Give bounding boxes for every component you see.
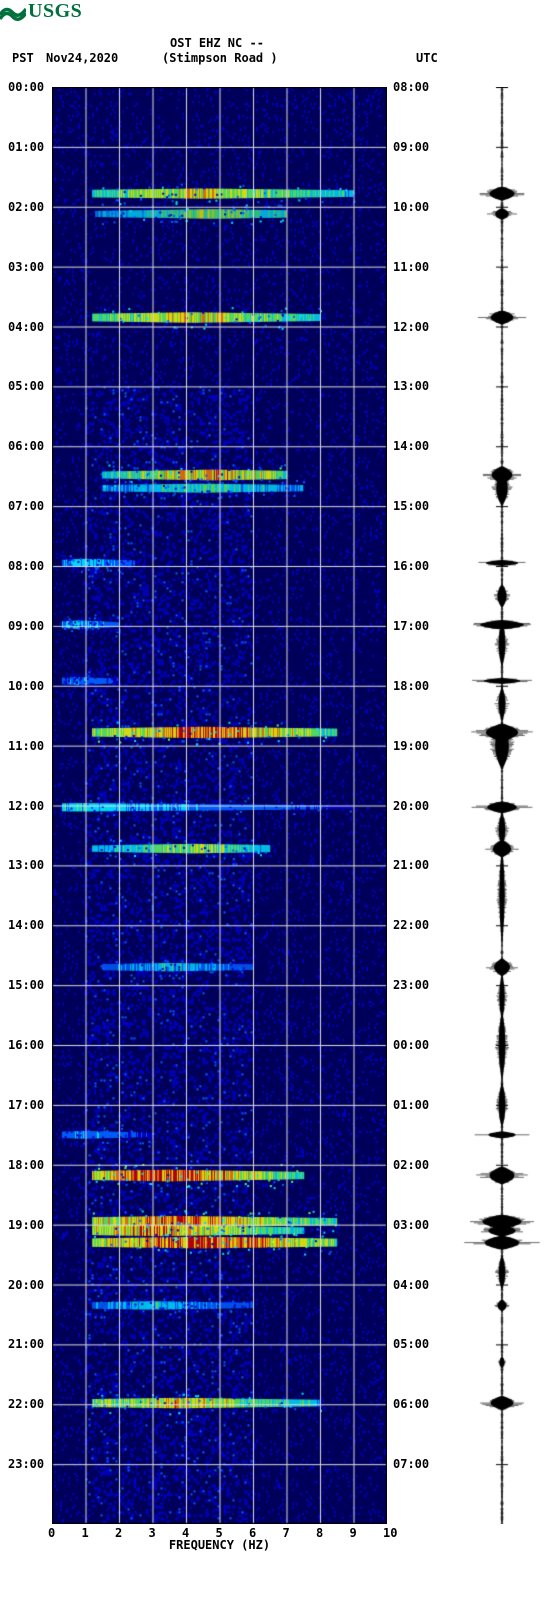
pst-tick: 09:00 (8, 619, 44, 633)
seismic-trace-plot (454, 87, 550, 1524)
pst-tick: 06:00 (8, 439, 44, 453)
pst-tick: 16:00 (8, 1038, 44, 1052)
pst-tick: 02:00 (8, 200, 44, 214)
pst-tick: 14:00 (8, 918, 44, 932)
utc-tick: 13:00 (393, 379, 429, 393)
utc-tick: 21:00 (393, 858, 429, 872)
utc-tick: 14:00 (393, 439, 429, 453)
utc-tick: 05:00 (393, 1337, 429, 1351)
utc-tick: 12:00 (393, 320, 429, 334)
utc-tick: 23:00 (393, 978, 429, 992)
pst-tick: 11:00 (8, 739, 44, 753)
utc-tick: 02:00 (393, 1158, 429, 1172)
pst-tick: 19:00 (8, 1218, 44, 1232)
pst-tick: 20:00 (8, 1278, 44, 1292)
right-timezone: UTC (416, 51, 438, 65)
spectrogram-plot (52, 87, 387, 1524)
left-timezone: PST (12, 51, 34, 65)
trace-canvas (454, 87, 550, 1524)
pst-tick: 17:00 (8, 1098, 44, 1112)
wave-icon (0, 3, 26, 21)
utc-tick: 01:00 (393, 1098, 429, 1112)
utc-tick: 17:00 (393, 619, 429, 633)
utc-tick: 04:00 (393, 1278, 429, 1292)
pst-tick: 18:00 (8, 1158, 44, 1172)
pst-tick: 21:00 (8, 1337, 44, 1351)
pst-tick: 00:00 (8, 80, 44, 94)
page-root: USGS OST EHZ NC -- (Stimpson Road ) PST … (0, 0, 552, 1613)
usgs-logo-text: USGS (28, 0, 82, 23)
utc-tick: 00:00 (393, 1038, 429, 1052)
utc-tick: 10:00 (393, 200, 429, 214)
utc-tick: 15:00 (393, 499, 429, 513)
pst-tick: 04:00 (8, 320, 44, 334)
utc-tick: 16:00 (393, 559, 429, 573)
usgs-logo: USGS (0, 0, 82, 23)
pst-tick: 13:00 (8, 858, 44, 872)
spectrogram-canvas (52, 87, 387, 1524)
utc-tick: 11:00 (393, 260, 429, 274)
frequency-axis-label: FREQUENCY (HZ) (52, 1538, 387, 1552)
pst-tick: 15:00 (8, 978, 44, 992)
pst-tick: 12:00 (8, 799, 44, 813)
pst-tick: 08:00 (8, 559, 44, 573)
utc-tick: 08:00 (393, 80, 429, 94)
pst-tick: 05:00 (8, 379, 44, 393)
record-date: Nov24,2020 (46, 51, 118, 65)
pst-tick: 10:00 (8, 679, 44, 693)
utc-tick: 18:00 (393, 679, 429, 693)
pst-tick: 03:00 (8, 260, 44, 274)
pst-tick: 23:00 (8, 1457, 44, 1471)
utc-tick: 20:00 (393, 799, 429, 813)
pst-tick: 22:00 (8, 1397, 44, 1411)
utc-tick: 03:00 (393, 1218, 429, 1232)
utc-tick: 06:00 (393, 1397, 429, 1411)
station-name: (Stimpson Road ) (162, 51, 278, 65)
utc-tick: 19:00 (393, 739, 429, 753)
utc-tick: 09:00 (393, 140, 429, 154)
utc-tick: 22:00 (393, 918, 429, 932)
station-code: OST EHZ NC -- (170, 36, 264, 50)
pst-tick: 01:00 (8, 140, 44, 154)
pst-tick: 07:00 (8, 499, 44, 513)
utc-tick: 07:00 (393, 1457, 429, 1471)
